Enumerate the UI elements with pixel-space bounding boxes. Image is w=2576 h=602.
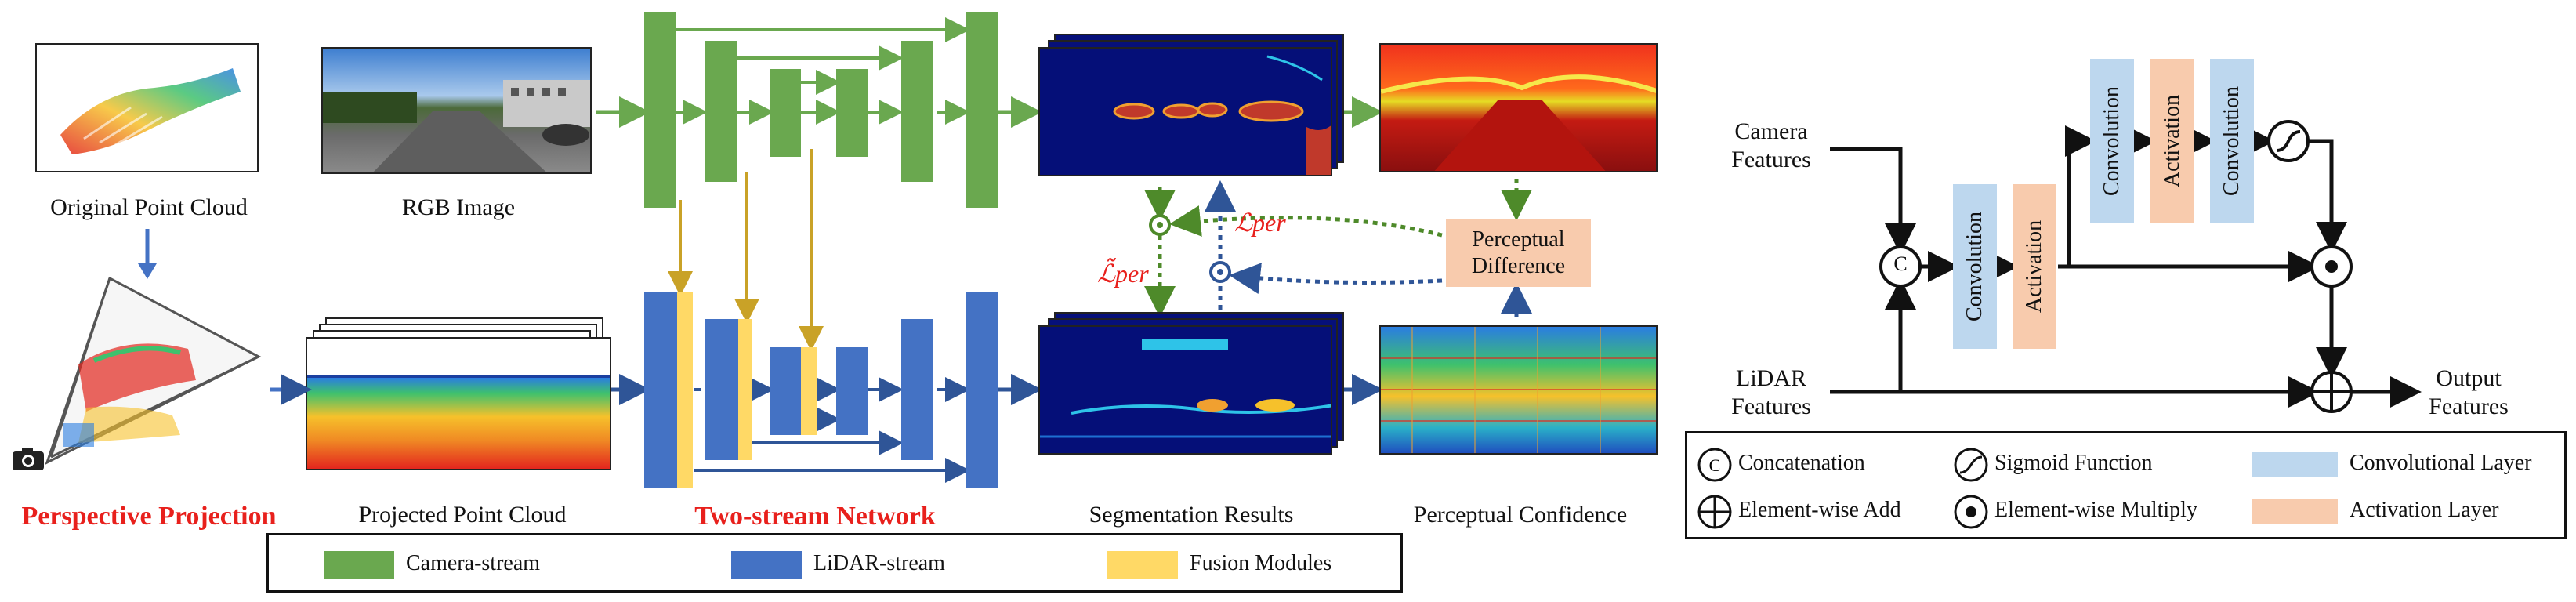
output-features-line2: Features (2429, 393, 2509, 419)
legend-element-add: Element-wise Add (1738, 498, 1901, 522)
conv-box-2-label: Convolution (2100, 85, 2125, 197)
lidar-decoder-block-3 (966, 292, 998, 488)
fusion-module-3 (801, 347, 817, 435)
lidar-features-line1: LiDAR (1736, 365, 1806, 391)
perceptual-difference-line2: Difference (1471, 254, 1566, 278)
legend-sigmoid: Sigmoid Function (1994, 451, 2153, 475)
svg-text:C: C (1709, 455, 1721, 475)
legend-lidar-label: LiDAR-stream (813, 551, 945, 575)
perceptual-difference-box: Perceptual Difference (1446, 219, 1591, 287)
lidar-perceptual-confidence-image (1379, 325, 1658, 455)
camera-encoder-block-2 (705, 41, 737, 182)
camera-seg-result-image (1038, 47, 1332, 176)
projected-point-cloud-label: Projected Point Cloud (358, 502, 567, 528)
camera-encoder-block-1 (644, 12, 676, 208)
conv-box-1: Convolution (1953, 184, 1997, 349)
camera-features-label: Camera Features (1716, 118, 1826, 174)
conv-box-2: Convolution (2090, 59, 2134, 223)
lidar-decoder-block-1 (836, 347, 868, 435)
camera-icon (11, 445, 45, 472)
perceptual-difference-line1: Perceptual (1472, 227, 1565, 252)
output-features-line1: Output (2436, 365, 2502, 391)
conv-box-3: Convolution (2210, 59, 2254, 223)
camera-decoder-block-1 (836, 69, 868, 157)
camera-perceptual-confidence-image (1379, 43, 1658, 172)
legend-concatenation: Concatenation (1738, 451, 1865, 475)
conv-box-1-label: Convolution (1962, 211, 1987, 322)
rgb-image-label: RGB Image (401, 194, 516, 220)
act-box-2: Activation (2150, 59, 2194, 223)
lidar-features-line2: Features (1731, 393, 1811, 419)
fusion-legend: C Concatenation Element-wise Add Sigmoid… (1685, 431, 2567, 539)
legend-fusion-swatch (1107, 551, 1178, 579)
legend-element-multiply: Element-wise Multiply (1994, 498, 2197, 522)
perspective-frustum (8, 270, 266, 466)
output-features-label: Output Features (2418, 364, 2520, 421)
legend-act-layer: Activation Layer (2350, 498, 2499, 522)
lidar-seg-result-image (1038, 325, 1332, 455)
segmentation-results-label: Segmentation Results (1089, 502, 1294, 528)
original-point-cloud-label: Original Point Cloud (50, 194, 248, 220)
two-stream-network-label: Two-stream Network (694, 502, 936, 531)
camera-features-line2: Features (1731, 147, 1811, 172)
fusion-module-1 (677, 292, 693, 488)
legend-camera-swatch (324, 551, 394, 579)
conv-box-3-label: Convolution (2219, 85, 2244, 197)
fusion-module-2 (738, 319, 752, 460)
camera-decoder-block-3 (966, 12, 998, 208)
lidar-features-label: LiDAR Features (1716, 364, 1826, 421)
lidar-decoder-block-2 (901, 319, 933, 460)
lidar-encoder-block-1 (644, 292, 677, 488)
camera-decoder-block-2 (901, 41, 933, 182)
legend-conv-layer: Convolutional Layer (2350, 451, 2532, 475)
lidar-encoder-block-2 (705, 319, 738, 460)
legend-fusion-label: Fusion Modules (1190, 551, 1332, 575)
act-box-2-label: Activation (2160, 94, 2185, 188)
camera-features-line1: Camera (1734, 118, 1808, 144)
loss-per-label: ℒper (1234, 209, 1286, 237)
original-point-cloud-image (35, 43, 259, 172)
legend-lidar-swatch (731, 551, 802, 579)
stream-legend: Camera-stream LiDAR-stream Fusion Module… (266, 533, 1403, 593)
camera-encoder-block-3 (770, 69, 801, 157)
concat-symbol: C (1893, 252, 1908, 275)
perspective-projection-label: Perspective Projection (21, 502, 277, 531)
rgb-image (321, 47, 592, 174)
projected-point-cloud-image (306, 337, 611, 470)
fusion-legend-icons: C (1697, 448, 2338, 529)
act-box-1: Activation (2013, 184, 2056, 349)
lidar-encoder-block-3 (770, 347, 801, 435)
legend-camera-label: Camera-stream (406, 551, 541, 575)
act-box-1-label: Activation (2022, 219, 2047, 314)
loss-per-tilde-label: ℒ̃per (1097, 259, 1149, 288)
perceptual-confidence-label: Perceptual Confidence (1413, 502, 1628, 528)
